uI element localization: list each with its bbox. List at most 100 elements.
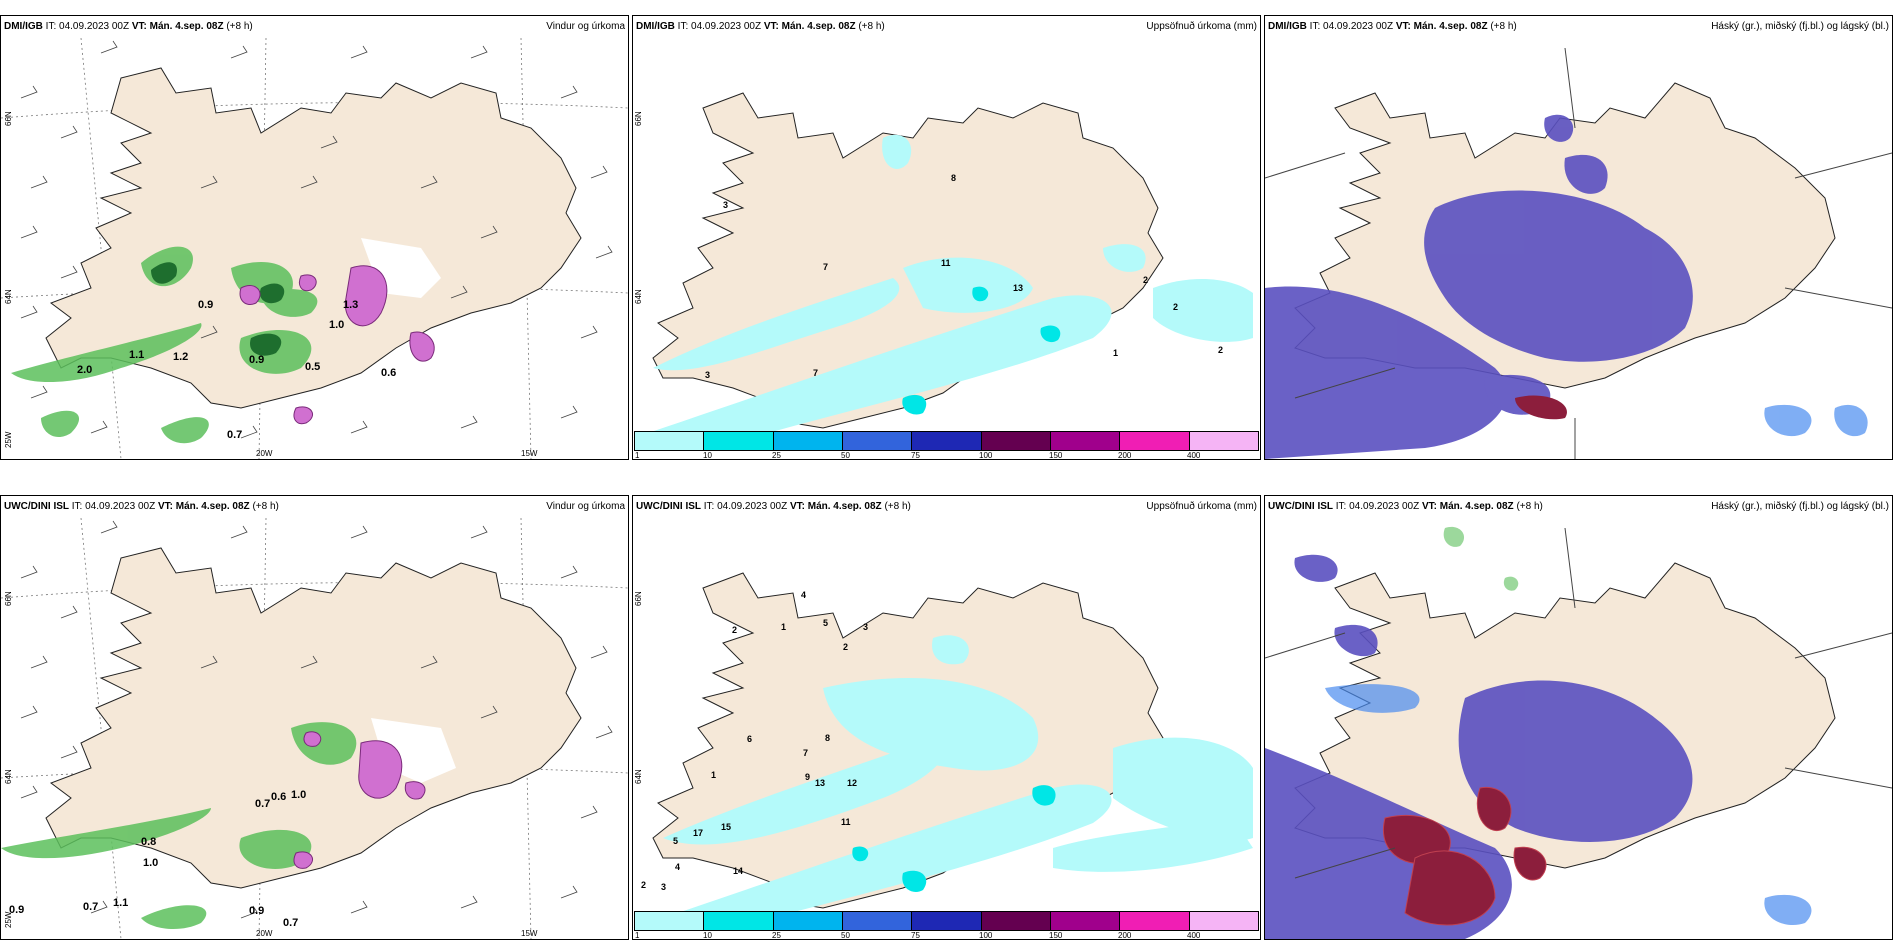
iceland-landmass [45,67,582,409]
precip-label: 1.0 [329,319,344,331]
accum-label: 7 [803,748,808,758]
colorbar-label: 400 [1187,451,1201,460]
panel-clouds-uwc: UWC/DINI ISL IT: 04.09.2023 00Z VT: Mán.… [1264,495,1893,940]
colorbar-swatch [842,432,913,450]
map-wind-precip: 0.9 0.7 1.1 1.0 0.9 0.7 0.6 1.0 0.7 0.8 … [1,518,628,939]
accum-label: 11 [941,258,951,268]
accum-label: 17 [693,828,703,838]
accum-label: 3 [661,882,666,892]
colorbar-swatch [981,432,1051,450]
map-clouds [1265,526,1892,939]
accum-label: 5 [673,836,678,846]
accum-label: 1 [781,622,786,632]
precip-label: 1.0 [291,789,306,801]
accum-label: 1 [711,770,716,780]
precip-label: 0.7 [227,429,242,441]
it-value: 04.09.2023 00Z [59,21,130,32]
it-label: IT: [45,21,57,32]
accum-label: 8 [951,173,956,183]
vt-value: Mán. 4.sep. 08Z [149,21,224,32]
offset: (+8 h) [884,501,911,512]
accum-label: 2 [641,880,646,890]
vt-value: Mán. 4.sep. 08Z [1413,21,1488,32]
colorbar-label: 50 [841,931,850,940]
panel-wind-precip-dmi: DMI/IGB IT: 04.09.2023 00Z VT: Mán. 4.se… [0,15,629,460]
colorbar-swatch [704,432,774,450]
offset: (+8 h) [858,21,885,32]
precip-label: 0.9 [9,904,24,916]
accum-label: 5 [823,618,828,628]
it-label: IT: [71,501,83,512]
accum-label: 3 [723,200,728,210]
lon-label-20w: 20W [256,449,273,458]
panel-header: UWC/DINI ISL IT: 04.09.2023 00Z VT: Mán.… [633,496,1260,518]
model-name: DMI/IGB [636,21,675,32]
accum-label: 6 [747,734,752,744]
map-clouds [1265,47,1892,459]
precip-label: 1.1 [113,897,128,909]
precip-label: 0.9 [198,299,213,311]
model-name: UWC/DINI ISL [4,501,69,512]
colorbar-swatch [1050,432,1121,450]
vt-label: VT: [1421,501,1437,512]
colorbar-label: 150 [1049,451,1063,460]
map-accum-precip: 3 8 7 11 13 7 3 1 2 2 2 66N 64N [633,92,1253,443]
accum-label: 7 [823,262,828,272]
colorbar-swatch [1189,912,1258,930]
accum-label: 1 [1113,348,1118,358]
accum-label: 12 [847,778,857,788]
colorbar-label: 400 [1187,931,1201,940]
model-name: UWC/DINI ISL [636,501,701,512]
colorbar-label: 200 [1118,451,1132,460]
vt-label: VT: [789,501,805,512]
panel-header: DMI/IGB IT: 04.09.2023 00Z VT: Mán. 4.se… [633,16,1260,38]
colorbar-label: 75 [911,451,920,460]
it-value: 04.09.2023 00Z [717,501,788,512]
lon-label-15w: 15W [521,449,538,458]
lat-label-64: 64N [634,289,643,304]
colorbar-swatch [1050,912,1121,930]
panel-accum-precip-dmi: DMI/IGB IT: 04.09.2023 00Z VT: Mán. 4.se… [632,15,1261,460]
panel-header: DMI/IGB IT: 04.09.2023 00Z VT: Mán. 4.se… [1265,16,1892,38]
precip-label: 0.5 [305,361,320,373]
panel-header: UWC/DINI ISL IT: 04.09.2023 00Z VT: Mán.… [1265,496,1892,518]
model-name: DMI/IGB [1268,21,1307,32]
lat-label-66: 66N [4,591,13,606]
accum-label: 11 [841,817,851,827]
accum-label: 3 [863,622,868,632]
panel-title: Háský (gr.), miðský (fj.bl.) og lágský (… [1711,501,1889,512]
vt-label: VT: [763,21,779,32]
colorbar-swatch [912,432,982,450]
precip-label: 0.9 [249,905,264,917]
offset: (+8 h) [1516,501,1543,512]
panel-accum-precip-uwc: UWC/DINI ISL IT: 04.09.2023 00Z VT: Mán.… [632,495,1261,940]
panel-title: Uppsöfnuð úrkoma (mm) [1146,501,1257,512]
vt-value: Mán. 4.sep. 08Z [1439,501,1514,512]
colorbar-label: 75 [911,931,920,940]
it-value: 04.09.2023 00Z [85,501,156,512]
colorbar-label: 25 [772,931,781,940]
accum-label: 2 [732,625,737,635]
lat-label-64: 64N [634,769,643,784]
precip-label: 0.6 [271,791,286,803]
accum-label: 2 [843,642,848,652]
colorbar-label: 10 [703,931,712,940]
vt-label: VT: [157,501,173,512]
it-label: IT: [677,21,689,32]
colorbar-swatch [635,432,705,450]
lat-label-64: 64N [4,289,13,304]
colorbar-swatch [1120,912,1190,930]
accum-label: 14 [733,866,743,876]
colorbar: 1 10 25 50 75 100 150 200 400 [633,431,1260,459]
lat-label-66: 66N [634,111,643,126]
it-label: IT: [703,501,715,512]
precip-label: 1.2 [173,351,188,363]
lat-label-64: 64N [4,769,13,784]
precip-label: 1.0 [143,857,158,869]
vt-label: VT: [1395,21,1411,32]
vt-value: Mán. 4.sep. 08Z [175,501,250,512]
lat-label-66: 66N [4,111,13,126]
colorbar-label: 100 [979,451,993,460]
lon-label-15w: 15W [521,929,538,938]
model-name: DMI/IGB [4,21,43,32]
